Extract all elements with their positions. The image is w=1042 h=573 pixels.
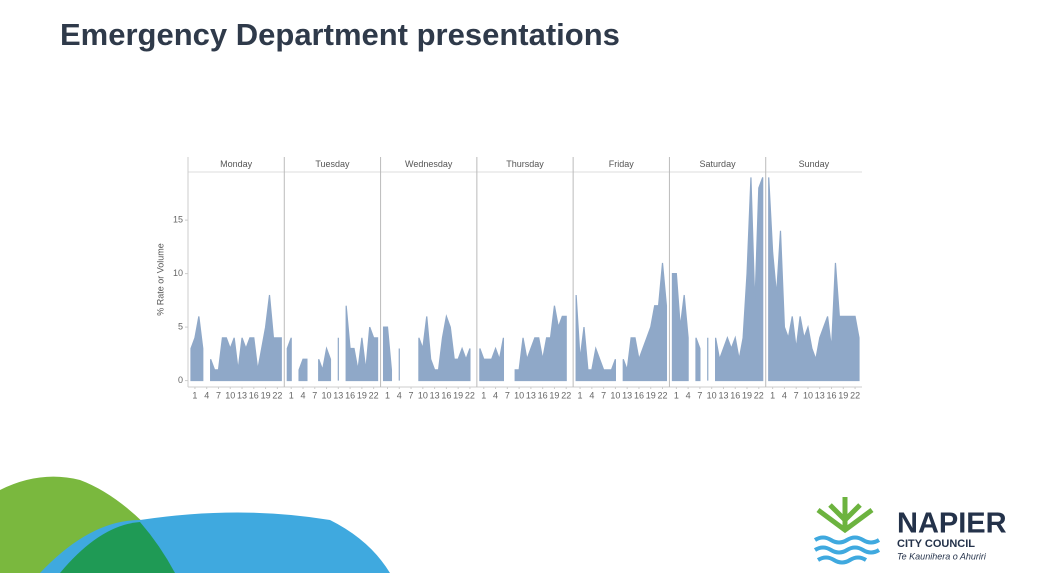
x-tick-label: 19 — [646, 390, 656, 400]
x-tick-label: 1 — [385, 390, 390, 400]
area — [190, 294, 282, 382]
x-tick-label: 19 — [357, 390, 367, 400]
x-tick-label: 10 — [803, 390, 813, 400]
x-tick-label: 4 — [589, 390, 594, 400]
x-tick-label: 7 — [794, 390, 799, 400]
area — [479, 305, 567, 382]
x-tick-label: 4 — [300, 390, 305, 400]
x-tick-label: 13 — [815, 390, 825, 400]
x-tick-label: 1 — [674, 390, 679, 400]
logo-subtitle: CITY COUNCIL — [897, 538, 975, 550]
y-tick-label: 0 — [178, 375, 183, 385]
x-tick-label: 22 — [850, 390, 860, 400]
x-tick-label: 10 — [418, 390, 428, 400]
area — [768, 177, 860, 382]
x-tick-label: 16 — [345, 390, 355, 400]
x-tick-label: 22 — [657, 390, 667, 400]
x-tick-label: 1 — [289, 390, 294, 400]
x-tick-label: 22 — [561, 390, 571, 400]
x-tick-label: 4 — [686, 390, 691, 400]
logo-name: NAPIER — [897, 508, 1007, 540]
x-tick-label: 4 — [204, 390, 209, 400]
x-tick-label: 7 — [409, 390, 414, 400]
area — [671, 177, 764, 382]
y-tick-label: 10 — [173, 268, 183, 278]
x-tick-label: 10 — [322, 390, 332, 400]
y-axis-label: % Rate or Volume — [155, 243, 165, 316]
x-tick-label: 13 — [622, 390, 632, 400]
wave-overlap — [60, 522, 175, 573]
x-tick-label: 1 — [578, 390, 583, 400]
slide-title: Emergency Department presentations — [60, 17, 620, 52]
x-tick-label: 13 — [237, 390, 247, 400]
x-tick-label: 13 — [526, 390, 536, 400]
x-tick-label: 16 — [730, 390, 740, 400]
x-tick-label: 16 — [249, 390, 259, 400]
panel-label: Friday — [609, 159, 635, 169]
logo-tagline: Te Kaunihera o Ahuriri — [897, 551, 987, 561]
x-tick-label: 7 — [601, 390, 606, 400]
x-tick-label: 16 — [827, 390, 837, 400]
y-tick-label: 5 — [178, 321, 183, 331]
x-tick-label: 4 — [782, 390, 787, 400]
x-tick-label: 7 — [312, 390, 317, 400]
area — [575, 262, 668, 382]
x-tick-label: 10 — [514, 390, 524, 400]
panel-label: Tuesday — [315, 159, 350, 169]
x-tick-label: 7 — [505, 390, 510, 400]
x-tick-label: 19 — [261, 390, 271, 400]
panel-label: Sunday — [799, 159, 830, 169]
x-tick-label: 1 — [481, 390, 486, 400]
x-tick-label: 22 — [272, 390, 282, 400]
panel-label: Saturday — [700, 159, 737, 169]
x-tick-label: 19 — [549, 390, 559, 400]
x-tick-label: 16 — [634, 390, 644, 400]
x-tick-label: 4 — [397, 390, 402, 400]
x-tick-label: 7 — [216, 390, 221, 400]
x-tick-label: 22 — [465, 390, 475, 400]
panel-label: Thursday — [506, 159, 544, 169]
x-tick-label: 7 — [697, 390, 702, 400]
x-tick-label: 13 — [430, 390, 440, 400]
x-tick-label: 4 — [493, 390, 498, 400]
panel-label: Monday — [220, 159, 253, 169]
x-tick-label: 19 — [742, 390, 752, 400]
x-tick-label: 22 — [369, 390, 379, 400]
area — [286, 305, 379, 382]
x-tick-label: 13 — [333, 390, 343, 400]
logo: NAPIER CITY COUNCIL Te Kaunihera o Ahuri… — [813, 497, 1007, 565]
x-tick-label: 1 — [192, 390, 197, 400]
x-tick-label: 10 — [225, 390, 235, 400]
x-tick-label: 16 — [441, 390, 451, 400]
x-tick-label: 10 — [610, 390, 620, 400]
x-tick-label: 22 — [754, 390, 764, 400]
panel-label: Wednesday — [405, 159, 453, 169]
y-tick-label: 15 — [173, 215, 183, 225]
x-tick-label: 16 — [538, 390, 548, 400]
x-tick-label: 13 — [718, 390, 728, 400]
x-tick-label: 1 — [770, 390, 775, 400]
x-tick-label: 10 — [707, 390, 717, 400]
x-tick-label: 19 — [838, 390, 848, 400]
x-tick-label: 19 — [453, 390, 463, 400]
area — [382, 314, 471, 382]
